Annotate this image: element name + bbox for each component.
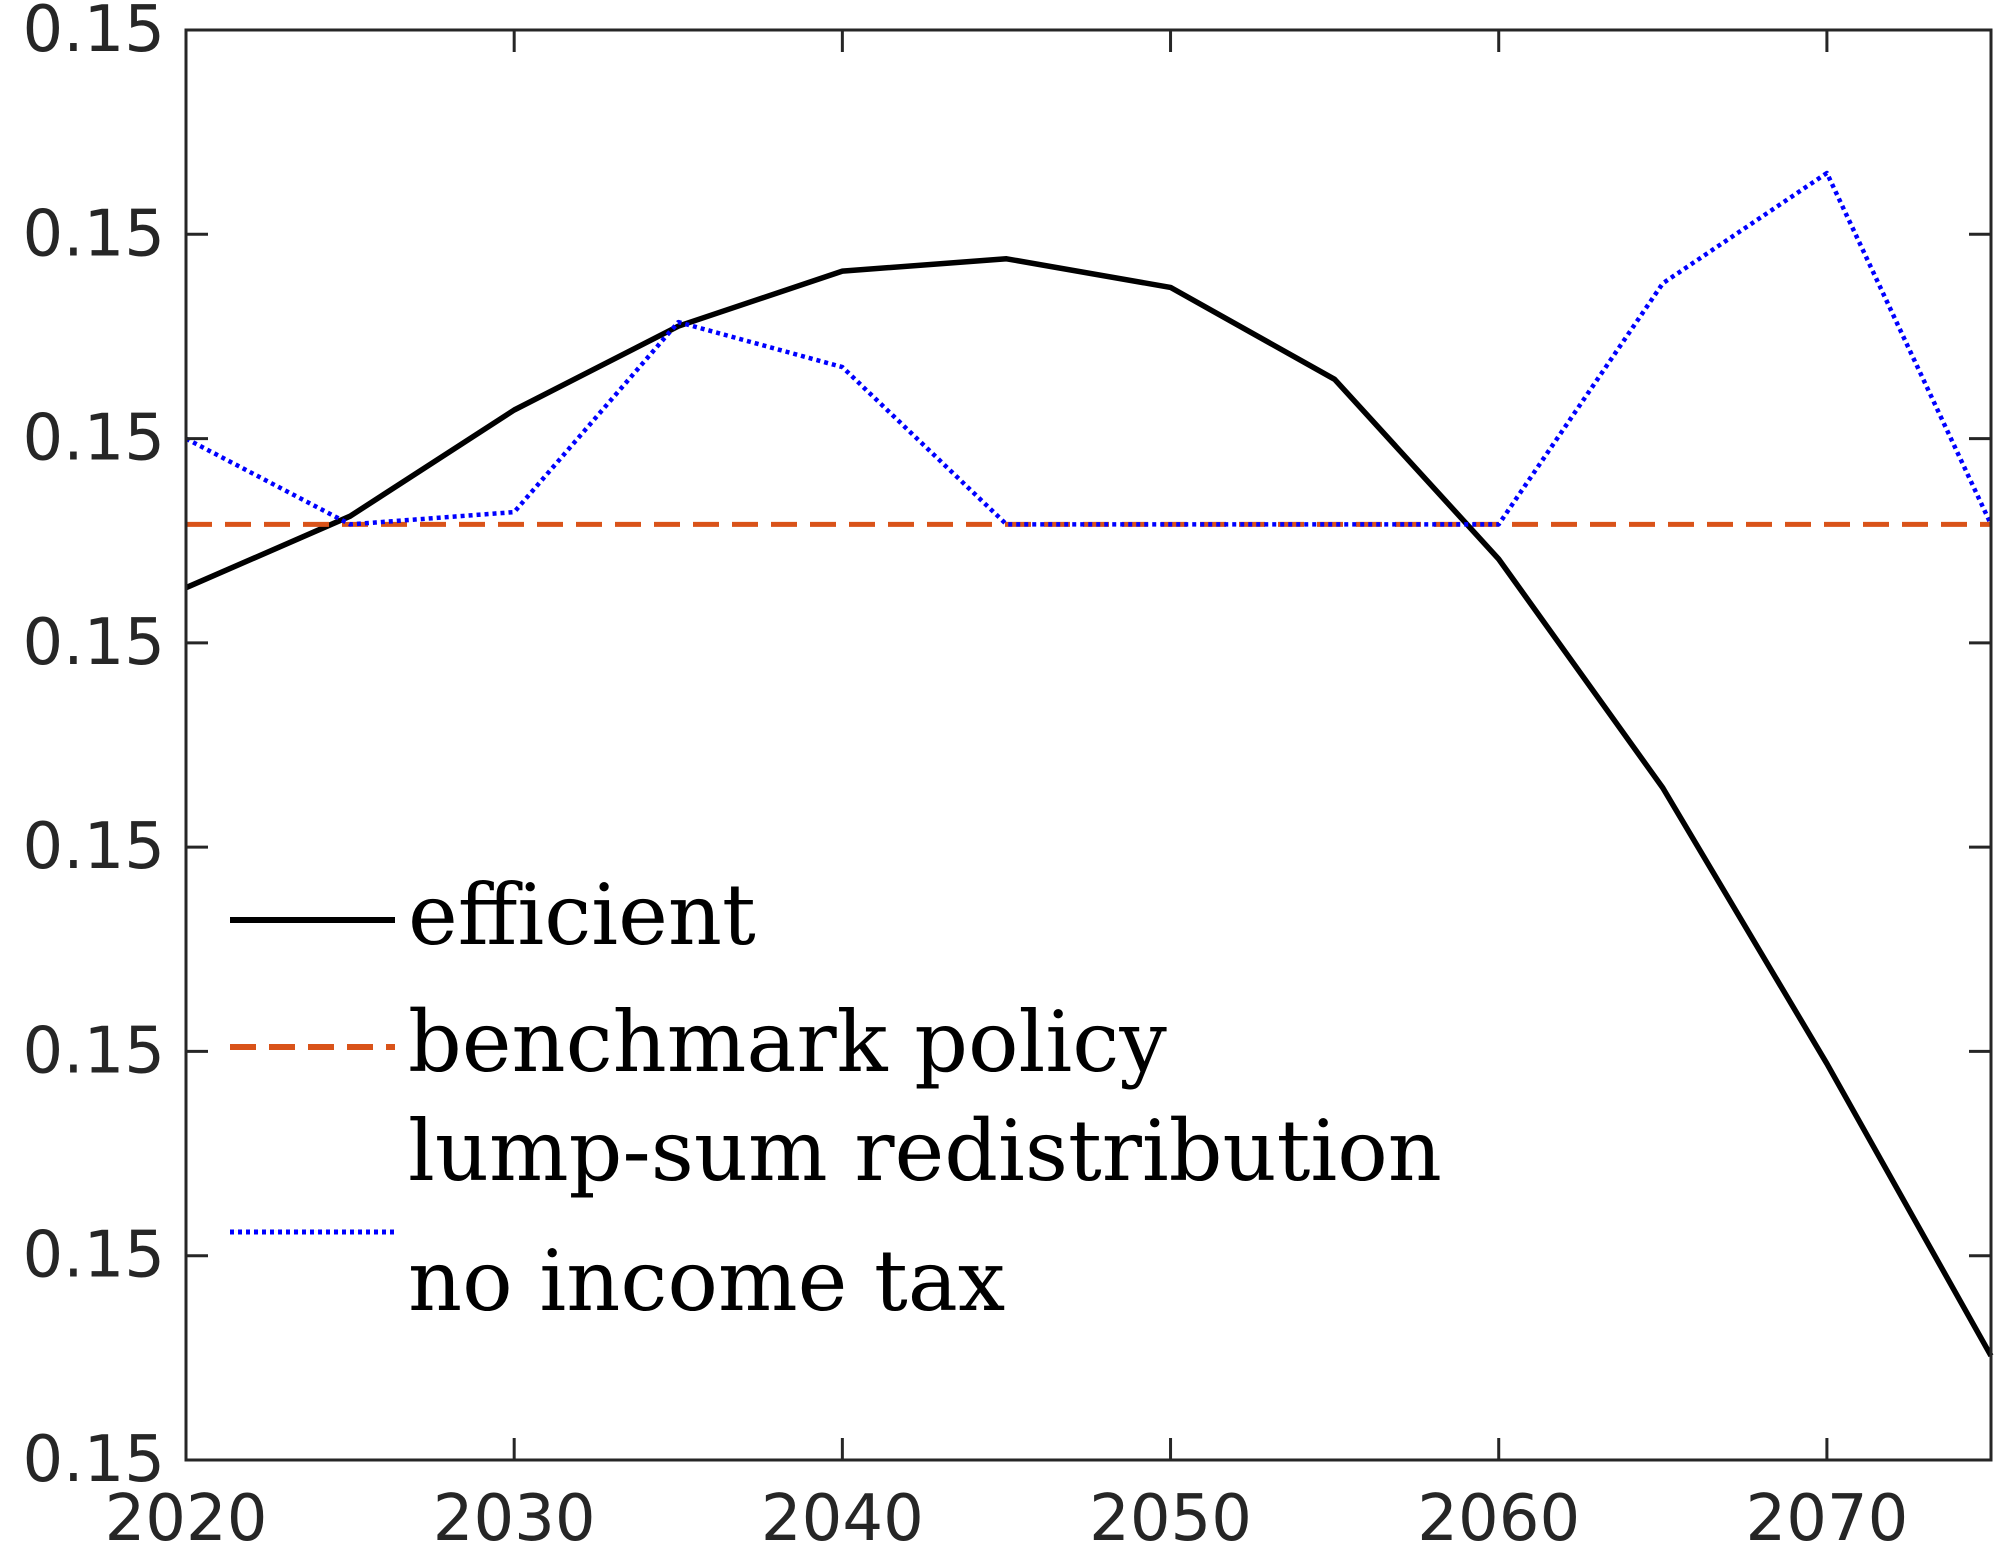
series-line-efficient: [184, 256, 1994, 1358]
legend-label-lump-sum-line-1: lump-sum redistribution: [408, 1102, 1442, 1200]
series-line-lump-sum-redistribution: [184, 170, 1994, 527]
legend-label-benchmark-policy: benchmark policy: [408, 993, 1167, 1091]
x-tick-label: 2030: [433, 1482, 596, 1554]
y-tick-label: 0.15: [23, 197, 166, 271]
x-tick-labels: 2020 2030 2040 2050 2060 2070: [105, 1482, 1909, 1554]
x-tick-label: 2070: [1745, 1482, 1908, 1554]
series-layer: [184, 170, 1994, 1358]
x-tick-label: 2040: [761, 1482, 924, 1554]
y-tick-label: 0.15: [23, 1219, 166, 1293]
legend: efficient benchmark policy lump-sum redi…: [230, 866, 1442, 1330]
y-tick-label: 0.15: [23, 810, 166, 884]
y-tick-label: 0.15: [23, 606, 166, 680]
legend-label-lump-sum-line-2: no income tax: [408, 1232, 1005, 1330]
x-tick-label: 2050: [1089, 1482, 1252, 1554]
y-tick-label: 0.15: [23, 0, 166, 67]
y-tick-label: 0.15: [23, 1423, 166, 1497]
axes-layer: [184, 28, 1993, 1462]
legend-label-efficient: efficient: [408, 866, 756, 964]
x-tick-label: 2060: [1417, 1482, 1580, 1554]
plot-frame: [184, 28, 1993, 1462]
y-tick-label: 0.15: [23, 1014, 166, 1088]
x-tick-label: 2020: [105, 1482, 268, 1554]
y-tick-labels: 0.15 0.15 0.15 0.15 0.15 0.15 0.15 0.15: [23, 0, 166, 1497]
y-tick-label: 0.15: [23, 402, 166, 476]
